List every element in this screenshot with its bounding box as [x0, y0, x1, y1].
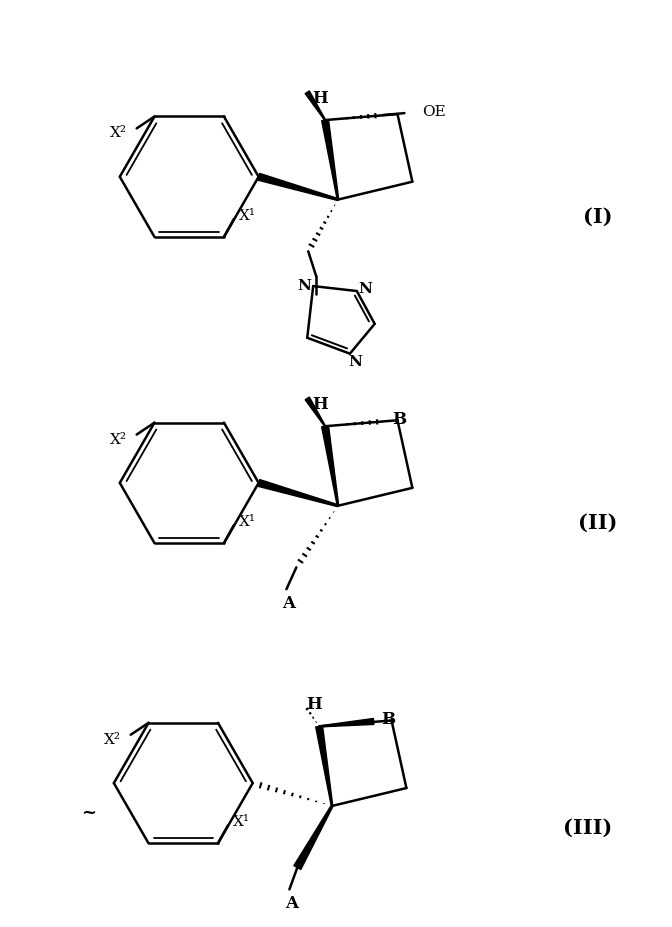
Text: A: A — [285, 895, 298, 912]
Text: (I): (I) — [583, 207, 613, 226]
Text: H: H — [312, 90, 328, 107]
Text: A: A — [282, 594, 295, 612]
Polygon shape — [322, 120, 339, 199]
Polygon shape — [322, 425, 339, 506]
Text: B: B — [392, 411, 407, 427]
Text: OE: OE — [422, 105, 446, 119]
Text: X²: X² — [104, 732, 122, 747]
Text: X¹: X¹ — [233, 816, 250, 830]
Text: N: N — [297, 279, 311, 293]
Text: H: H — [312, 396, 328, 413]
Text: X¹: X¹ — [239, 515, 256, 529]
Polygon shape — [305, 91, 325, 121]
Text: B: B — [382, 711, 396, 728]
Text: X²: X² — [110, 126, 127, 140]
Text: X²: X² — [110, 433, 127, 447]
Text: H: H — [306, 696, 322, 713]
Polygon shape — [294, 806, 333, 870]
Polygon shape — [305, 397, 325, 426]
Text: ~: ~ — [81, 804, 97, 822]
Text: N: N — [348, 355, 362, 369]
Text: (II): (II) — [578, 513, 618, 533]
Text: N: N — [358, 282, 372, 296]
Polygon shape — [257, 479, 338, 507]
Polygon shape — [319, 718, 374, 727]
Text: X¹: X¹ — [239, 210, 256, 223]
Polygon shape — [316, 726, 333, 806]
Polygon shape — [257, 173, 338, 200]
Text: (III): (III) — [563, 818, 612, 838]
